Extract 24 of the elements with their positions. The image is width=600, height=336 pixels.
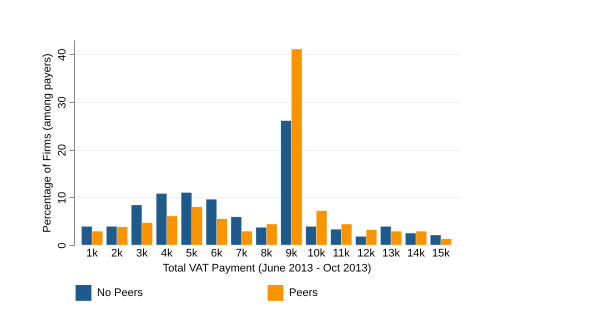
y-tick-label: 30: [56, 96, 68, 109]
y-tick-label: 20: [56, 144, 68, 156]
y-axis-title: Percentage of Firms (among payers): [42, 53, 54, 233]
x-tick-label: 13k: [382, 248, 400, 260]
legend-label: No Peers: [97, 286, 144, 299]
x-tick-label: 4k: [161, 248, 174, 260]
x-tick-label: 6k: [210, 248, 223, 260]
x-tick-label: 2k: [111, 248, 124, 260]
y-tick-label: 10: [56, 192, 68, 204]
y-tick-label: 40: [56, 48, 68, 61]
x-tick-label: 9k: [286, 248, 298, 260]
x-tick-label: 5k: [186, 248, 198, 260]
x-tick-label: 7k: [236, 248, 248, 260]
x-axis-title: Total VAT Payment (June 2013 - Oct 2013): [162, 262, 372, 274]
x-tick-label: 8k: [260, 248, 273, 260]
x-tick-label: 15k: [432, 248, 450, 260]
x-tick-label: 12k: [357, 248, 376, 260]
x-tick-label: 14k: [407, 248, 426, 260]
y-tick-label: 0: [56, 242, 68, 249]
x-tick-label: 3k: [136, 248, 148, 260]
legend-label: Peers: [289, 286, 318, 299]
x-tick-label: 10k: [307, 248, 326, 260]
x-tick-label: 11k: [332, 248, 350, 260]
x-tick-label: 1k: [86, 248, 98, 260]
